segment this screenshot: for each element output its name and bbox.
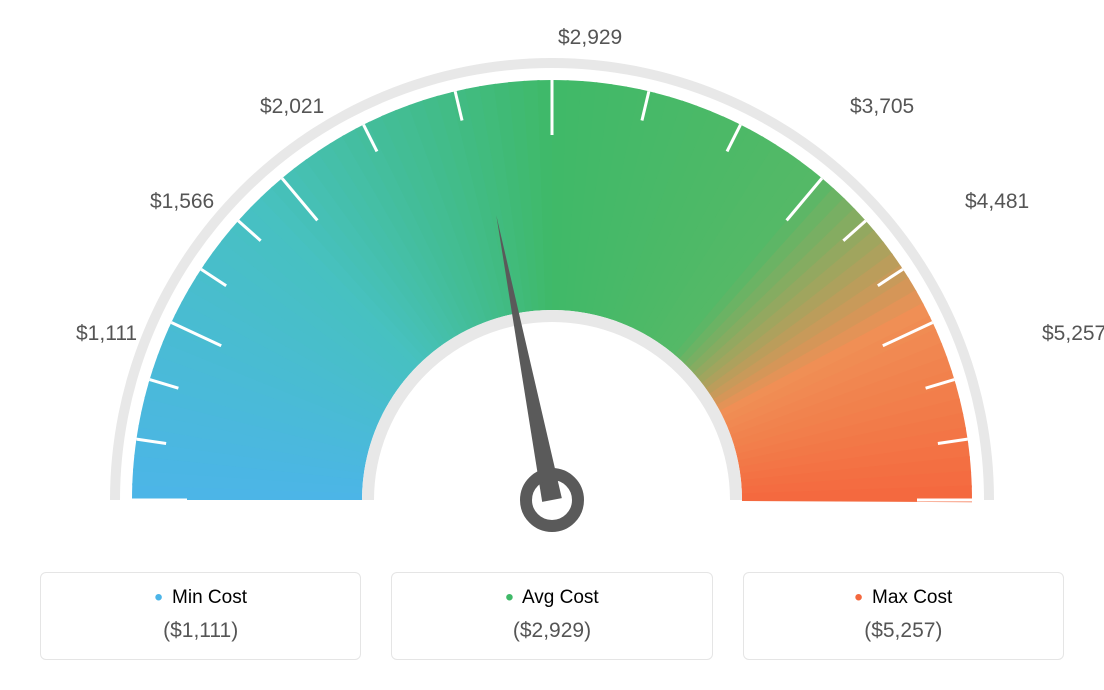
gauge-tick-label: $2,929 xyxy=(558,26,622,50)
legend-label-text: Max Cost xyxy=(872,587,952,608)
gauge-tick-label: $4,481 xyxy=(965,190,1029,214)
legend-card-max: • Max Cost ($5,257) xyxy=(743,572,1064,660)
legend-label-min: • Min Cost xyxy=(61,587,340,609)
gauge-area: $1,111$1,566$2,021$2,929$3,705$4,481$5,2… xyxy=(40,20,1064,565)
legend-value-avg: ($2,929) xyxy=(412,619,691,643)
legend-label-avg: • Avg Cost xyxy=(412,587,691,609)
dot-icon: • xyxy=(154,584,162,611)
legend-value-min: ($1,111) xyxy=(61,619,340,643)
legend-row: • Min Cost ($1,111) • Avg Cost ($2,929) … xyxy=(40,572,1064,660)
gauge-tick-label: $1,566 xyxy=(150,190,214,214)
gauge-tick-label: $2,021 xyxy=(260,95,324,119)
gauge-tick-label: $1,111 xyxy=(76,322,137,346)
gauge-chart-container: $1,111 $1,566 $2,021 $2,929 $3,705 $4,481 $5,2… xyxy=(0,0,1104,690)
gauge-svg xyxy=(0,20,1104,580)
legend-label-max: • Max Cost xyxy=(764,587,1043,609)
legend-label-text: Min Cost xyxy=(172,587,247,608)
dot-icon: • xyxy=(854,584,862,611)
legend-card-avg: • Avg Cost ($2,929) xyxy=(391,572,712,660)
legend-card-min: • Min Cost ($1,111) xyxy=(40,572,361,660)
legend-value-max: ($5,257) xyxy=(764,619,1043,643)
gauge-tick-label: $3,705 xyxy=(850,95,914,119)
gauge-tick-label: $5,257 xyxy=(1042,322,1104,346)
dot-icon: • xyxy=(505,584,513,611)
legend-label-text: Avg Cost xyxy=(522,587,599,608)
